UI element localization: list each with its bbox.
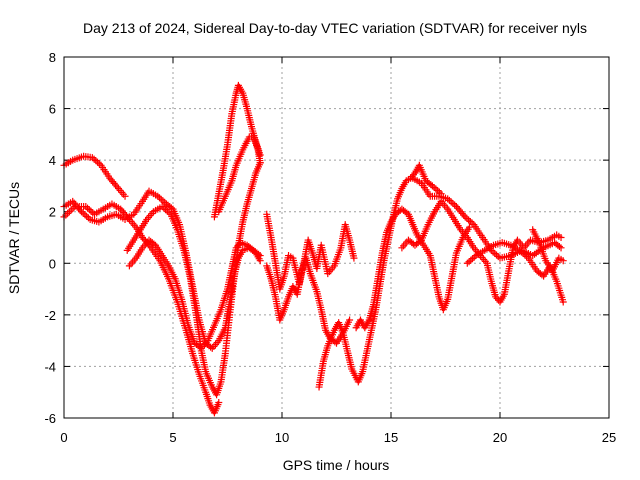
series-arc-5 — [125, 236, 264, 352]
data-point — [87, 207, 95, 215]
data-points — [60, 81, 567, 417]
data-point — [432, 185, 440, 193]
data-point — [465, 216, 473, 224]
x-tick-label: 10 — [275, 430, 289, 445]
y-tick-label: 6 — [49, 102, 56, 117]
chart-title: Day 213 of 2024, Sidereal Day-to-day VTE… — [83, 20, 587, 36]
data-point — [557, 244, 565, 252]
y-tick-label: 8 — [49, 50, 56, 65]
data-point — [85, 206, 93, 214]
data-point — [196, 343, 204, 351]
data-point — [121, 192, 129, 200]
data-point — [157, 195, 165, 203]
data-point — [62, 211, 70, 219]
data-point — [64, 209, 72, 217]
series-arc-11 — [352, 205, 473, 332]
data-point — [557, 234, 565, 241]
data-point — [83, 212, 91, 220]
data-point — [465, 258, 473, 266]
series-arc-10 — [315, 161, 445, 391]
series-arc-15 — [529, 226, 567, 275]
data-point — [489, 248, 497, 256]
data-point — [215, 399, 223, 407]
series-arc-7 — [215, 133, 264, 216]
data-point — [466, 218, 474, 226]
data-point — [113, 183, 121, 191]
series-arc-12 — [398, 197, 565, 306]
y-tick-label: 4 — [49, 153, 56, 168]
y-tick-label: -2 — [44, 308, 56, 323]
data-point — [434, 187, 442, 195]
data-point — [463, 214, 471, 222]
x-axis-label: GPS time / hours — [283, 457, 390, 473]
x-tick-label: 15 — [384, 430, 398, 445]
data-point — [84, 204, 92, 212]
x-tick-label: 20 — [493, 430, 507, 445]
data-point — [150, 240, 158, 248]
data-point — [256, 252, 264, 260]
data-point — [346, 316, 354, 324]
data-point — [467, 256, 475, 264]
x-tick-label: 5 — [169, 430, 176, 445]
y-tick-label: 2 — [49, 205, 56, 220]
data-point — [463, 259, 471, 267]
data-point — [67, 206, 75, 214]
data-point — [410, 171, 418, 179]
data-point — [79, 209, 87, 217]
data-point — [449, 199, 457, 207]
series-arc-4 — [123, 159, 264, 399]
data-point — [256, 159, 264, 167]
data-point — [76, 206, 84, 214]
data-point — [447, 198, 455, 206]
data-point — [491, 249, 499, 257]
data-point — [451, 201, 459, 209]
y-tick-label: -4 — [44, 359, 56, 374]
y-tick-label: 0 — [49, 256, 56, 271]
data-point — [92, 157, 100, 165]
data-point — [460, 211, 468, 219]
data-point — [538, 271, 546, 279]
x-tick-label: 0 — [60, 430, 67, 445]
x-tick-label: 25 — [602, 430, 616, 445]
data-point — [350, 254, 358, 262]
y-axis-label: SDTVAR / TECUs — [6, 182, 22, 294]
series-arc-6 — [210, 81, 264, 221]
data-point — [207, 343, 215, 351]
data-point — [559, 257, 567, 265]
y-tick-label: -6 — [44, 411, 56, 426]
data-point — [255, 250, 263, 258]
data-point — [95, 160, 103, 168]
data-point — [494, 253, 502, 261]
data-point — [159, 197, 167, 205]
plot-frame — [63, 56, 610, 419]
data-point — [81, 211, 89, 219]
data-point — [559, 298, 567, 306]
data-point — [469, 255, 477, 263]
data-point — [555, 243, 563, 251]
data-point — [65, 208, 73, 216]
series-arc-1 — [60, 152, 129, 200]
